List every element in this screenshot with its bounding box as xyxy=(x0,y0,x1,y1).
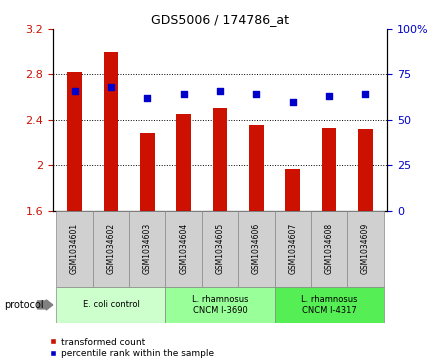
Point xyxy=(107,84,114,90)
Text: E. coli control: E. coli control xyxy=(83,301,139,309)
Bar xyxy=(322,128,336,211)
Text: GSM1034608: GSM1034608 xyxy=(325,223,334,274)
Bar xyxy=(347,211,384,287)
Bar xyxy=(129,211,165,287)
Bar xyxy=(286,168,300,211)
Point xyxy=(71,88,78,94)
Text: GSM1034607: GSM1034607 xyxy=(288,223,297,274)
Point xyxy=(216,88,224,94)
Legend: transformed count, percentile rank within the sample: transformed count, percentile rank withi… xyxy=(48,338,214,359)
Text: GSM1034602: GSM1034602 xyxy=(106,223,115,274)
Point xyxy=(362,91,369,97)
Text: GSM1034603: GSM1034603 xyxy=(143,223,152,274)
Point xyxy=(144,95,151,101)
Text: GSM1034606: GSM1034606 xyxy=(252,223,261,274)
Point xyxy=(253,91,260,97)
Title: GDS5006 / 174786_at: GDS5006 / 174786_at xyxy=(151,13,289,26)
Bar xyxy=(311,211,347,287)
Bar xyxy=(67,72,82,211)
Bar xyxy=(275,287,384,323)
Bar xyxy=(275,211,311,287)
Bar xyxy=(140,133,154,211)
Bar xyxy=(104,52,118,211)
Bar xyxy=(358,129,373,211)
Bar xyxy=(176,114,191,211)
Point xyxy=(289,99,296,105)
Point xyxy=(326,93,333,99)
Bar xyxy=(165,287,275,323)
Point xyxy=(180,91,187,97)
Text: GSM1034605: GSM1034605 xyxy=(216,223,224,274)
Text: GSM1034601: GSM1034601 xyxy=(70,223,79,274)
Bar xyxy=(249,126,264,211)
Bar xyxy=(238,211,275,287)
Text: L. rhamnosus
CNCM I-4317: L. rhamnosus CNCM I-4317 xyxy=(301,295,357,315)
Bar xyxy=(213,109,227,211)
Bar xyxy=(56,211,93,287)
Bar xyxy=(165,211,202,287)
Text: L. rhamnosus
CNCM I-3690: L. rhamnosus CNCM I-3690 xyxy=(192,295,248,315)
Bar xyxy=(56,287,165,323)
Text: GSM1034604: GSM1034604 xyxy=(179,223,188,274)
Bar xyxy=(202,211,238,287)
Text: protocol: protocol xyxy=(4,300,44,310)
Text: GSM1034609: GSM1034609 xyxy=(361,223,370,274)
Bar xyxy=(93,211,129,287)
